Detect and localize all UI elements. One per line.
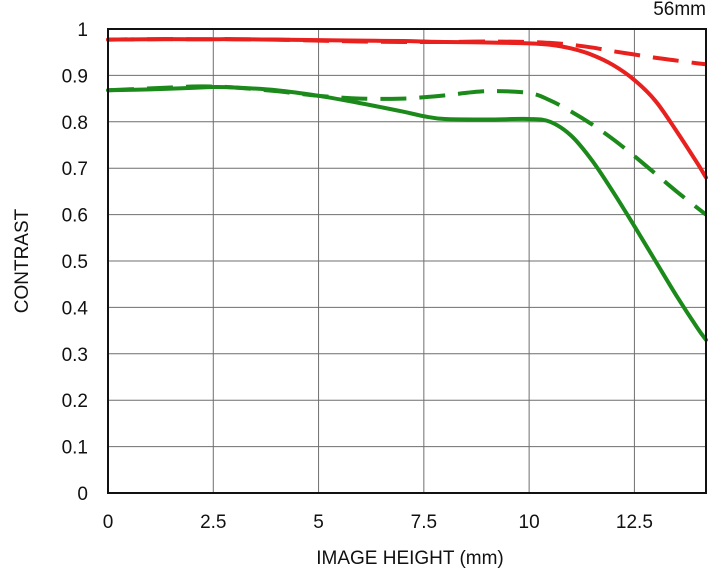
series-line-4-dashed: [107, 84, 708, 217]
y-tick-label: 0.5: [62, 252, 88, 273]
x-tick-label: 0: [103, 512, 114, 533]
y-tick-label: 0: [77, 484, 88, 505]
x-tick-label: 7.5: [411, 512, 437, 533]
y-tick-labels: 0 0.1 0.2 0.3 0.4 0.5 0.6 0.7 0.8 0.9 1: [62, 20, 89, 505]
plot-frame: [107, 28, 707, 494]
y-tick-label: 0.2: [62, 391, 88, 412]
x-axis-title: IMAGE HEIGHT (mm): [316, 548, 504, 569]
series-layer: [106, 37, 708, 342]
y-tick-label: 0.7: [62, 159, 88, 180]
y-tick-label: 0.1: [62, 438, 88, 459]
x-tick-label: 10: [519, 512, 540, 533]
y-tick-label: 0.3: [62, 345, 88, 366]
y-tick-label: 0.4: [62, 298, 89, 319]
series-line-1-solid: [106, 37, 708, 180]
y-tick-label: 0.8: [62, 113, 88, 134]
series-line-3-solid: [106, 84, 708, 342]
x-tick-labels: 0 2.5 5 7.5 10 12.5: [103, 512, 653, 533]
x-tick-label: 5: [313, 512, 324, 533]
series-line-2-dashed: [107, 37, 707, 67]
y-tick-label: 1: [77, 20, 88, 41]
x-tick-label: 2.5: [200, 512, 226, 533]
y-tick-label: 0.9: [62, 66, 88, 87]
y-axis-title: CONTRAST: [12, 208, 33, 313]
y-tick-label: 0.6: [62, 206, 88, 227]
grid: [107, 28, 706, 494]
x-tick-label: 12.5: [616, 512, 653, 533]
chart-title: 56mm: [653, 0, 706, 20]
